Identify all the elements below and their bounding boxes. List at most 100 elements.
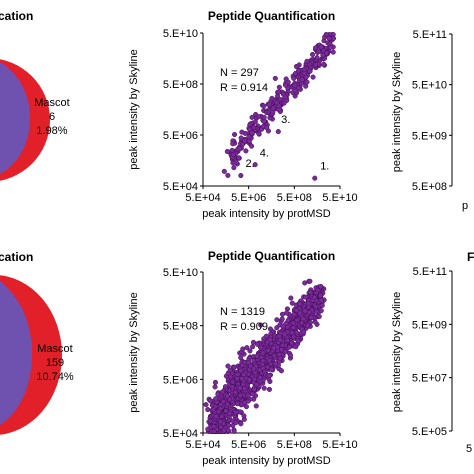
- data-point: [271, 345, 277, 351]
- data-point: [238, 421, 244, 427]
- data-point: [274, 325, 280, 331]
- data-point: [292, 87, 298, 93]
- data-point: [320, 52, 326, 58]
- data-point: [326, 35, 332, 41]
- venn-bottom-overlap: [0, 283, 32, 425]
- data-point: [215, 391, 221, 397]
- data-point: [303, 294, 309, 300]
- data-point: [229, 384, 235, 390]
- data-point: [249, 143, 255, 149]
- y-tick-label: 5.E+08: [163, 321, 198, 333]
- data-point: [318, 284, 324, 290]
- data-point: [274, 317, 280, 323]
- data-point: [251, 366, 257, 372]
- data-point: [243, 404, 249, 410]
- stat-r: R = 0.914: [220, 82, 268, 94]
- data-point: [231, 165, 237, 171]
- data-point: [261, 385, 267, 391]
- data-point: [306, 300, 312, 307]
- data-point: [285, 317, 291, 323]
- data-point: [316, 48, 322, 54]
- data-point: [254, 382, 260, 388]
- data-point: [226, 397, 233, 403]
- data-point: [251, 125, 257, 131]
- data-point: [273, 361, 279, 367]
- x-tick-label: 5.E+06: [231, 192, 266, 204]
- data-point: [318, 292, 324, 299]
- data-point: [279, 316, 285, 322]
- data-point: [278, 347, 284, 353]
- data-point: [276, 84, 282, 90]
- data-point: [302, 280, 308, 286]
- data-point: [302, 308, 308, 314]
- y-tick-label: 5.E+04: [163, 428, 198, 440]
- data-point: [266, 101, 272, 107]
- data-point: [250, 339, 257, 345]
- data-point: [223, 408, 229, 414]
- data-point: [243, 148, 249, 154]
- data-point: [246, 134, 252, 140]
- data-point: [251, 386, 257, 392]
- data-point: [260, 350, 266, 356]
- data-point: [247, 348, 253, 354]
- data-point: [245, 360, 251, 366]
- data-point: [211, 423, 217, 430]
- data-point: [230, 379, 236, 385]
- venn-top-overlap: [0, 64, 30, 174]
- x-tick-label: 5.E+08: [277, 439, 312, 451]
- data-point: [210, 407, 216, 413]
- point-annotation: 2.: [245, 158, 254, 170]
- scatter-chart-bottom: Peptide Quantification 5.E+04 5.E+06 5.E+08…: [128, 249, 358, 467]
- data-point: [307, 68, 313, 74]
- data-point: [276, 89, 282, 95]
- stat-n: N = 1319: [220, 306, 265, 318]
- data-point: [261, 103, 267, 109]
- y-tick-label: 5.E+10: [163, 28, 198, 40]
- data-point: [258, 322, 264, 328]
- data-point: [220, 399, 226, 405]
- data-point: [301, 329, 307, 335]
- data-point: [287, 352, 294, 358]
- right-bottom-title-fragment: F: [467, 250, 474, 264]
- data-point: [252, 119, 258, 125]
- right-top-xlabel-fragment: p: [462, 200, 468, 212]
- data-point: [277, 355, 283, 361]
- x-tick-label: 5.E+04: [185, 439, 220, 451]
- data-point: [290, 325, 297, 331]
- right-tick-label: 5.E+09: [412, 319, 447, 331]
- venn-bottom-label: Mascot: [37, 343, 72, 355]
- right-bottom-x-tick-fragment: 5: [466, 443, 472, 455]
- data-point: [282, 82, 288, 88]
- y-tick-label: 5.E+10: [163, 267, 198, 279]
- data-point: [231, 131, 238, 138]
- x-tick-label: 5.E+04: [185, 192, 220, 204]
- venn-bottom-title: cation: [0, 250, 33, 264]
- point-annotation: 4.: [260, 147, 269, 159]
- data-point: [303, 83, 309, 89]
- data-point: [235, 371, 241, 378]
- right-tick-label: 5.E+11: [413, 266, 447, 278]
- data-point: [299, 77, 305, 83]
- data-point: [254, 353, 260, 359]
- data-point: [261, 114, 267, 120]
- data-point: [231, 364, 237, 370]
- scatter-chart-top: Peptide Quantification 5.E+04 5.E+06 5.E+08…: [128, 9, 358, 220]
- data-point: [241, 416, 247, 422]
- data-point: [306, 309, 313, 315]
- data-point: [264, 125, 270, 131]
- data-point: [238, 135, 244, 141]
- data-point: [237, 385, 243, 391]
- data-point: [288, 295, 294, 301]
- y-tick-label: 5.E+06: [163, 130, 198, 142]
- data-point: [234, 376, 240, 382]
- right-top-ticks: 5.E+11 5.E+10 5.E+09 5.E+08: [412, 29, 452, 193]
- data-point: [265, 347, 271, 353]
- data-point: [241, 400, 247, 406]
- data-point: [227, 367, 233, 373]
- data-point: [219, 413, 225, 419]
- data-point: [203, 402, 209, 408]
- data-point: [318, 297, 324, 303]
- right-panel-bottom: F 5.E+11 5.E+09 5.E+07 5.E+05 peak intensit…: [391, 250, 474, 455]
- x-tick-label: 5.E+10: [322, 439, 357, 451]
